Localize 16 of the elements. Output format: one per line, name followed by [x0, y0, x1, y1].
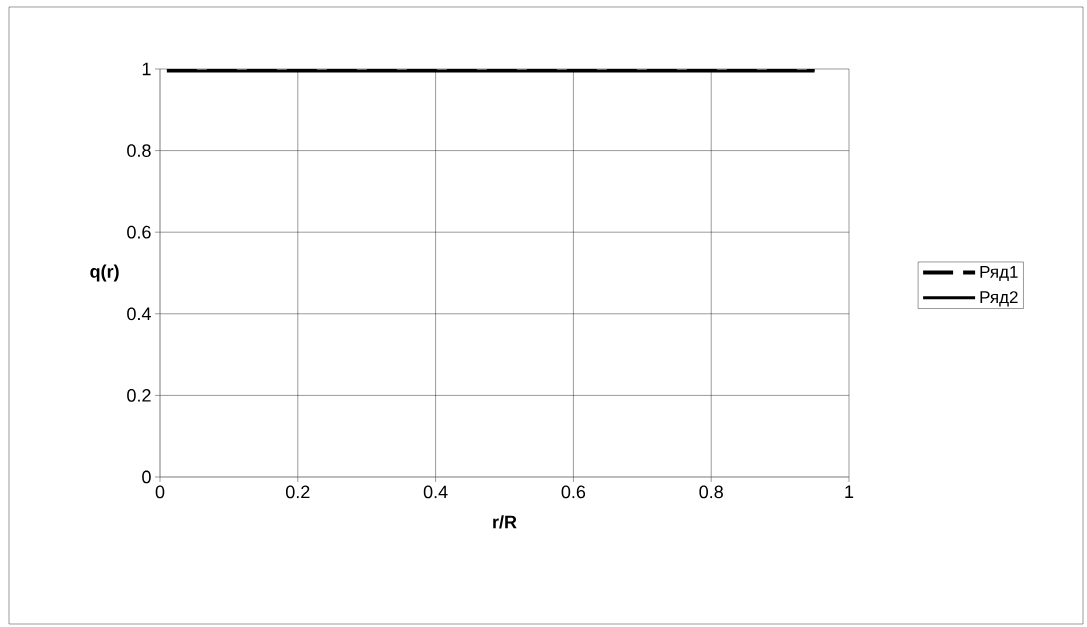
x-tick-label: 0.6: [561, 485, 586, 499]
x-tick-label: 0.2: [286, 485, 310, 499]
y-tick-label: 0.8: [127, 144, 151, 157]
legend-label: Ряд1: [980, 265, 1018, 282]
x-tick-label: 0.8: [699, 485, 723, 499]
x-axis-title: r/R: [493, 515, 517, 529]
y-tick-label: 0.2: [127, 389, 151, 402]
y-tick-label: 0.4: [127, 307, 151, 321]
y-tick-label: 0.6: [127, 225, 151, 239]
y-tick-label: 1: [142, 62, 151, 76]
y-axis-title: q(r): [90, 264, 119, 282]
legend-label: Ряд2: [980, 291, 1018, 307]
x-tick-label: 0: [155, 485, 165, 499]
x-tick-label: 0.4: [423, 485, 448, 499]
x-tick-label: 1: [845, 485, 854, 498]
y-tick-label: 0: [142, 470, 151, 484]
